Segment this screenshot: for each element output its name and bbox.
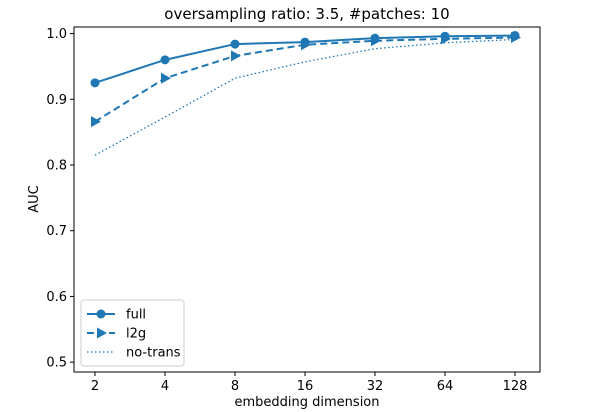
data-point-l2g bbox=[161, 72, 171, 84]
y-tick-label: 1.0 bbox=[46, 27, 67, 42]
legend-marker-full bbox=[96, 309, 106, 319]
y-tick-label: 0.8 bbox=[46, 159, 67, 174]
data-point-full bbox=[230, 39, 240, 49]
y-tick-label: 0.6 bbox=[46, 290, 67, 305]
chart-title: oversampling ratio: 3.5, #patches: 10 bbox=[164, 5, 449, 23]
plot-area bbox=[73, 26, 541, 373]
data-point-full bbox=[160, 55, 170, 65]
y-axis-label: AUC bbox=[27, 185, 42, 213]
series-line-l2g bbox=[94, 36, 516, 123]
x-tick-label: 8 bbox=[231, 379, 239, 394]
y-tick-label: 0.7 bbox=[46, 224, 67, 239]
x-axis: 2 4 8 16 32 64 128 bbox=[91, 372, 528, 394]
legend: full l2g no-trans bbox=[80, 299, 185, 367]
legend-label-no-trans: no-trans bbox=[126, 346, 181, 361]
series-layer bbox=[90, 31, 521, 156]
series-full bbox=[90, 31, 520, 88]
legend-label-l2g: l2g bbox=[126, 327, 146, 342]
data-point-full bbox=[90, 78, 100, 88]
y-tick-label: 0.5 bbox=[46, 356, 67, 371]
x-tick-label: 4 bbox=[161, 379, 169, 394]
x-tick-label: 32 bbox=[367, 379, 384, 394]
x-tick-label: 2 bbox=[91, 379, 99, 394]
series-line-no-trans bbox=[94, 38, 516, 156]
data-point-full bbox=[300, 37, 310, 47]
legend-box bbox=[80, 299, 185, 367]
legend-marker-l2g bbox=[97, 327, 107, 339]
x-axis-label: embedding dimension bbox=[235, 395, 380, 410]
data-point-full bbox=[510, 31, 520, 41]
data-point-full bbox=[440, 31, 450, 41]
legend-label-full: full bbox=[126, 308, 146, 323]
x-tick-label: 128 bbox=[503, 379, 528, 394]
series-no-trans bbox=[94, 38, 516, 156]
data-point-full bbox=[370, 33, 380, 43]
y-tick-label: 0.9 bbox=[46, 93, 67, 108]
data-point-l2g bbox=[91, 116, 101, 128]
x-tick-label: 16 bbox=[297, 379, 314, 394]
y-axis: 0.5 0.6 0.7 0.8 0.9 1.0 bbox=[46, 27, 74, 371]
data-point-l2g bbox=[231, 50, 241, 62]
x-tick-label: 64 bbox=[437, 379, 454, 394]
